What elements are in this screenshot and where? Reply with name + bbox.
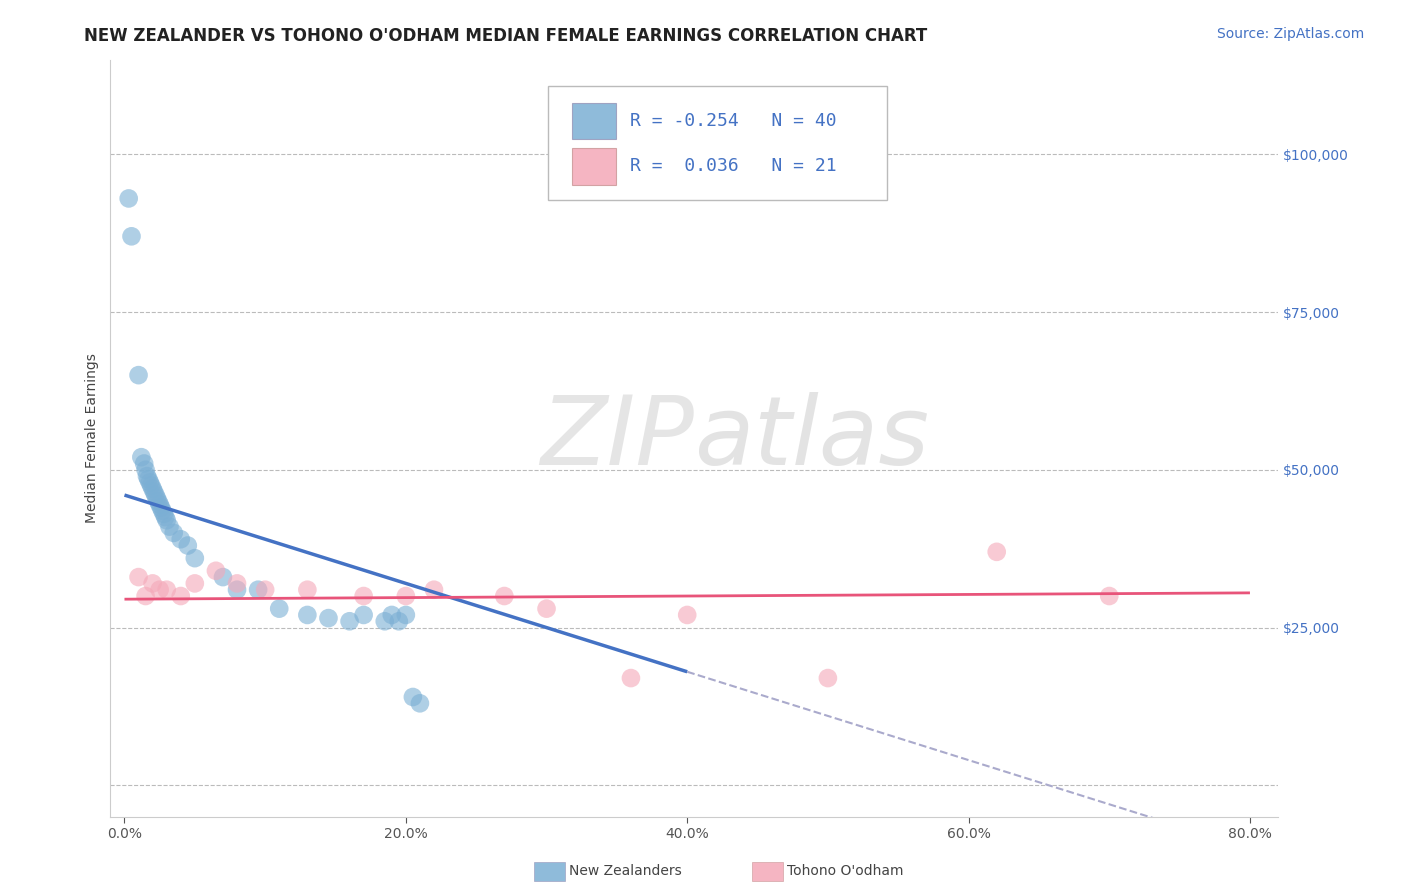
Point <box>153 507 176 521</box>
FancyBboxPatch shape <box>572 103 616 139</box>
Point <box>152 504 174 518</box>
Point <box>254 582 277 597</box>
Point <box>297 582 319 597</box>
Point <box>155 510 177 524</box>
Point <box>156 582 179 597</box>
Point <box>395 589 418 603</box>
Text: atlas: atlas <box>695 392 929 484</box>
Point <box>423 582 446 597</box>
Point <box>163 525 186 540</box>
Point <box>128 570 150 584</box>
Point <box>136 469 159 483</box>
Point <box>156 513 179 527</box>
Point <box>536 601 558 615</box>
Point <box>353 589 375 603</box>
Point <box>395 607 418 622</box>
Point <box>150 500 173 515</box>
Text: Source: ZipAtlas.com: Source: ZipAtlas.com <box>1216 27 1364 41</box>
Point <box>817 671 839 685</box>
Point <box>184 576 207 591</box>
Point <box>388 614 411 628</box>
Text: ZIP: ZIP <box>540 392 695 484</box>
Point <box>121 229 143 244</box>
Point <box>269 601 291 615</box>
Point <box>177 539 200 553</box>
Point <box>118 191 141 205</box>
Point <box>139 475 162 490</box>
Point <box>142 482 165 496</box>
Point <box>138 472 160 486</box>
Point <box>402 690 425 704</box>
Point <box>409 696 432 710</box>
FancyBboxPatch shape <box>572 148 616 185</box>
Point <box>135 589 157 603</box>
Point <box>131 450 153 465</box>
Point <box>339 614 361 628</box>
Point <box>145 488 167 502</box>
Point <box>170 533 193 547</box>
Text: NEW ZEALANDER VS TOHONO O'ODHAM MEDIAN FEMALE EARNINGS CORRELATION CHART: NEW ZEALANDER VS TOHONO O'ODHAM MEDIAN F… <box>84 27 928 45</box>
Point <box>143 484 166 499</box>
Point <box>247 582 270 597</box>
Text: New Zealanders: New Zealanders <box>569 864 682 879</box>
Point <box>141 478 163 492</box>
Text: R =  0.036   N = 21: R = 0.036 N = 21 <box>630 157 837 176</box>
Point <box>170 589 193 603</box>
Point <box>226 576 249 591</box>
Point <box>986 545 1008 559</box>
Point <box>1098 589 1121 603</box>
Point <box>148 494 170 508</box>
Point <box>374 614 396 628</box>
Text: R = -0.254   N = 40: R = -0.254 N = 40 <box>630 112 837 130</box>
Point <box>128 368 150 383</box>
Point <box>146 491 169 506</box>
Point <box>353 607 375 622</box>
Point <box>205 564 228 578</box>
Point <box>226 582 249 597</box>
Point <box>149 582 172 597</box>
Point <box>135 463 157 477</box>
Point <box>318 611 340 625</box>
Point <box>620 671 643 685</box>
Point <box>159 519 181 533</box>
Text: Tohono O'odham: Tohono O'odham <box>787 864 904 879</box>
Point <box>134 457 156 471</box>
Point <box>149 498 172 512</box>
Point <box>184 551 207 566</box>
Point <box>142 576 165 591</box>
Point <box>494 589 516 603</box>
Point <box>676 607 699 622</box>
FancyBboxPatch shape <box>548 87 887 200</box>
Point <box>212 570 235 584</box>
Point <box>297 607 319 622</box>
Y-axis label: Median Female Earnings: Median Female Earnings <box>86 353 100 524</box>
Point <box>381 607 404 622</box>
